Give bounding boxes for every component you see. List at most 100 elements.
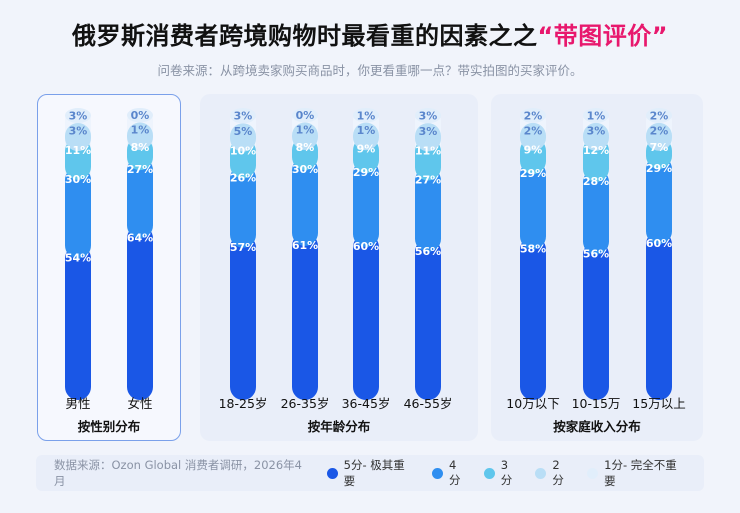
category-label: 18-25岁 <box>219 396 268 411</box>
data-label: 11% <box>65 144 91 157</box>
data-label: 1% <box>357 109 376 122</box>
legend-label-1: 1分- 完全不重要 <box>604 458 677 488</box>
bar-segment-5 <box>353 234 379 400</box>
bar-segment-1 <box>520 108 546 123</box>
data-label: 58% <box>520 242 546 255</box>
data-label: 3% <box>69 125 88 138</box>
bar-segment-4 <box>415 167 441 252</box>
data-label: 3% <box>69 110 88 123</box>
data-label: 1% <box>296 124 315 137</box>
category-label: 女性 <box>127 396 152 411</box>
bar-segment-1 <box>583 108 609 123</box>
data-label: 8% <box>296 141 315 154</box>
bar-segment-4 <box>230 165 256 248</box>
bar-segment-5 <box>520 236 546 400</box>
data-label: 1% <box>357 124 376 137</box>
legend-swatch-3 <box>483 467 495 479</box>
bar-segment-2 <box>353 122 379 151</box>
legend-item-1: 1分- 完全不重要 <box>587 457 688 489</box>
panel-gender[interactable] <box>37 94 181 441</box>
category-label: 10-15万 <box>572 396 621 411</box>
bar-segment-5 <box>230 234 256 400</box>
page-subtitle: 问卷来源：从跨境卖家购买商品时，你更看重哪一点？带实拍图的买家评价。 <box>157 63 583 78</box>
data-label: 2% <box>524 109 543 122</box>
legend-swatch-1 <box>587 467 599 479</box>
legend-item-5: 5分- 极其重要 <box>326 457 416 489</box>
data-label: 12% <box>583 144 609 157</box>
legend-item-2: 2分 <box>535 458 571 488</box>
bar-segment-2 <box>230 123 256 152</box>
data-label: 0% <box>296 109 315 122</box>
data-label: 2% <box>650 109 669 122</box>
bar-segment-5 <box>583 241 609 400</box>
legend: 数据来源：Ozon Global 消费者调研，2026年4月 5分- 极其重要 … <box>36 455 704 491</box>
legend-item-3: 3分 <box>483 458 520 488</box>
data-label: 0% <box>131 109 150 122</box>
data-label: 9% <box>524 143 543 156</box>
bar-segment-5 <box>646 231 672 400</box>
data-label: 2% <box>650 124 669 137</box>
data-label: 60% <box>353 240 379 253</box>
data-label: 28% <box>583 175 609 188</box>
bar-segment-4 <box>583 168 609 255</box>
bar-segment-4 <box>127 157 153 239</box>
bar-segment-2 <box>646 122 672 151</box>
bar-segment-2 <box>415 123 441 152</box>
bar-segment-4 <box>65 166 91 259</box>
bar-segment-2 <box>520 122 546 151</box>
data-label: 54% <box>65 251 91 264</box>
bar-segment-4 <box>646 155 672 245</box>
title-main: 俄罗斯消费者跨境购物时最看重的因素之之 <box>71 22 538 50</box>
legend-label-3: 3分 <box>500 458 513 487</box>
category-label: 男性 <box>65 396 90 411</box>
data-label: 60% <box>646 237 672 250</box>
data-label: 1% <box>587 109 606 122</box>
bar-segment-1 <box>646 108 672 123</box>
legend-label-4: 4分 <box>448 458 461 487</box>
group-label-income: 按家庭收入分布 <box>553 419 641 434</box>
group-label-gender: 按性别分布 <box>77 419 141 434</box>
bar-segment-2 <box>292 122 318 150</box>
category-label: 46-55岁 <box>404 396 453 411</box>
data-label: 57% <box>230 241 256 254</box>
page-title: 俄罗斯消费者跨境购物时最看重的因素之之“带图评价” <box>0 16 740 51</box>
legend-swatch-2 <box>535 467 547 479</box>
bar-segment-5 <box>65 245 91 400</box>
legend-label-5: 5分- 极其重要 <box>343 458 405 488</box>
bar-segment-4 <box>353 160 379 248</box>
data-label: 5% <box>234 125 253 138</box>
data-label: 11% <box>415 144 441 157</box>
data-label: 26% <box>230 171 256 184</box>
bar-segment-2 <box>127 122 153 150</box>
legend-swatch-5 <box>326 467 338 479</box>
data-label: 29% <box>646 162 672 175</box>
legend-item-4: 4分 <box>432 458 468 488</box>
data-label: 56% <box>583 248 609 261</box>
bar-segment-1 <box>292 108 318 123</box>
data-label: 30% <box>65 173 91 186</box>
data-label: 56% <box>415 245 441 258</box>
data-label: 9% <box>357 143 376 156</box>
data-label: 3% <box>587 124 606 137</box>
bar-segment-5 <box>127 225 153 400</box>
bar-segment-1 <box>65 108 91 124</box>
bar-segment-4 <box>292 157 318 246</box>
bar-segment-2 <box>65 123 91 152</box>
title-highlight: “带图评价” <box>537 22 669 50</box>
category-label: 15万以上 <box>632 396 685 411</box>
data-label: 7% <box>650 141 669 154</box>
data-label: 29% <box>520 167 546 180</box>
data-label: 3% <box>419 110 438 123</box>
data-label: 2% <box>524 124 543 137</box>
data-label: 30% <box>292 163 318 176</box>
data-label: 61% <box>292 239 318 252</box>
category-label: 26-35岁 <box>281 396 330 411</box>
data-label: 29% <box>353 166 379 179</box>
data-label: 3% <box>419 125 438 138</box>
bar-segment-4 <box>520 161 546 250</box>
bar-segment-5 <box>292 232 318 400</box>
bar-segment-1 <box>230 108 256 124</box>
bar-segment-5 <box>415 238 441 400</box>
bar-segment-1 <box>415 108 441 124</box>
